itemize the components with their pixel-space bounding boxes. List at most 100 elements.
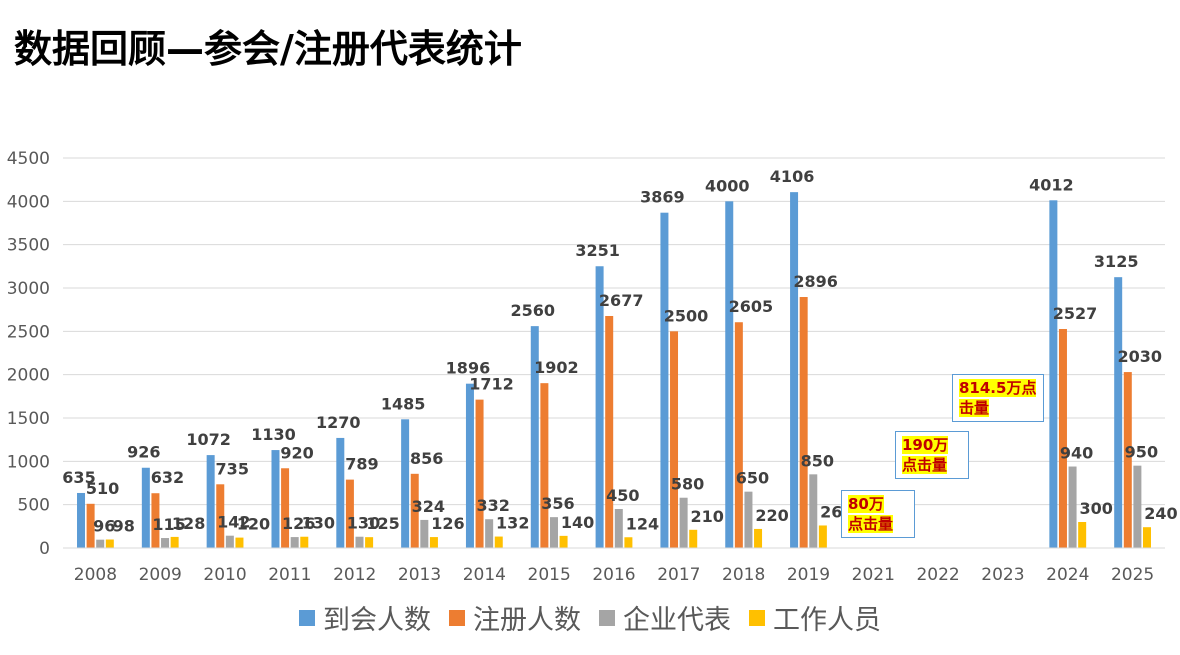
- bar: [336, 437, 345, 548]
- annotation-callout: 80万 点击量: [841, 490, 915, 538]
- bar: [401, 419, 410, 548]
- bar: [235, 537, 244, 548]
- bar: [809, 474, 818, 548]
- data-label: 98: [113, 517, 135, 536]
- data-label: 332: [476, 496, 509, 515]
- y-tick-label: 500: [18, 496, 50, 516]
- bar: [494, 536, 503, 548]
- data-label: 632: [151, 468, 184, 487]
- x-tick-label: 2013: [398, 565, 441, 585]
- legend-label: 工作人员: [773, 605, 881, 636]
- data-label: 4000: [705, 176, 750, 195]
- x-tick-label: 2021: [852, 565, 895, 585]
- data-label: 142: [217, 513, 250, 532]
- data-label: 2896: [793, 272, 838, 291]
- data-label: 1712: [469, 375, 514, 394]
- bar: [614, 509, 623, 548]
- bar: [744, 491, 753, 548]
- legend-label: 企业代表: [623, 605, 731, 636]
- data-label: 125: [366, 514, 399, 533]
- data-label: 130: [347, 514, 380, 533]
- data-label: 850: [801, 451, 834, 470]
- bar: [559, 535, 568, 548]
- data-label: 356: [541, 494, 574, 513]
- bar: [290, 537, 299, 548]
- x-tick-label: 2019: [787, 565, 830, 585]
- bar: [365, 537, 374, 548]
- x-tick-label: 2017: [657, 565, 700, 585]
- annotation-callout: 190万点击量: [895, 431, 969, 479]
- data-label: 856: [410, 449, 443, 468]
- bar: [206, 455, 215, 548]
- bar: [141, 467, 150, 548]
- bar: [77, 492, 86, 548]
- data-label: 1902: [534, 358, 579, 377]
- data-label: 650: [736, 469, 769, 488]
- bar: [679, 497, 688, 548]
- data-label: 4106: [770, 167, 815, 186]
- bar-chart: 0 500 1000 1500 2000 2500 3000 3500 4000 4500 2008…: [7, 149, 1178, 585]
- x-tick-label: 2018: [722, 565, 765, 585]
- data-label: 1130: [251, 425, 296, 444]
- data-label: 2677: [599, 291, 644, 310]
- bar: [225, 535, 234, 548]
- data-label: 140: [561, 513, 594, 532]
- x-tick-label: 2015: [528, 565, 571, 585]
- annotation-text: 80万: [848, 495, 884, 513]
- data-label: 2030: [1118, 347, 1163, 366]
- bar: [475, 399, 484, 548]
- page-title: 数据回顾—参会/注册代表统计: [14, 27, 522, 71]
- x-tick-label: 2016: [592, 565, 635, 585]
- annotation-text: 点击量: [902, 456, 948, 474]
- y-tick-label: 1000: [7, 452, 50, 472]
- data-label: 210: [691, 507, 724, 526]
- bar: [1133, 465, 1142, 548]
- bar: [670, 331, 679, 548]
- bar: [595, 266, 604, 548]
- bar: [754, 528, 763, 548]
- bar: [105, 539, 114, 548]
- data-label: 635: [62, 468, 95, 487]
- bar: [540, 383, 549, 548]
- legend-item: 企业代表: [599, 598, 731, 637]
- annotation-text: 190万: [902, 436, 949, 454]
- annotation-text: 814.5万点: [959, 379, 1037, 397]
- bar: [549, 517, 558, 548]
- data-label: 120: [237, 515, 270, 534]
- bar: [624, 537, 633, 548]
- bar: [660, 212, 669, 549]
- legend-swatch: [299, 609, 315, 626]
- bar: [799, 297, 808, 548]
- bar: [725, 201, 734, 549]
- y-tick-label: 2000: [7, 366, 50, 386]
- data-label: 240: [1144, 504, 1177, 523]
- x-tick-label: 2022: [916, 565, 959, 585]
- data-label: 2560: [511, 301, 556, 320]
- bar: [1068, 466, 1077, 548]
- legend-item: 注册人数: [449, 598, 581, 637]
- bar: [1114, 277, 1123, 548]
- x-tick-label: 2009: [139, 565, 182, 585]
- bar: [1058, 328, 1067, 548]
- bar: [530, 326, 539, 548]
- data-label: 940: [1060, 444, 1093, 463]
- data-label: 580: [671, 475, 704, 494]
- bar: [161, 538, 170, 548]
- x-tick-label: 2023: [981, 565, 1024, 585]
- chart-legend: 到会人数 注册人数 企业代表 工作人员: [0, 598, 1180, 637]
- y-tick-label: 3500: [7, 236, 50, 256]
- x-tick-label: 2012: [333, 565, 376, 585]
- bar: [790, 192, 799, 548]
- bar: [1078, 522, 1087, 548]
- legend-item: 到会人数: [299, 598, 431, 637]
- bar: [170, 536, 179, 548]
- data-label: 950: [1125, 443, 1158, 462]
- data-label: 96: [93, 517, 115, 536]
- data-label: 2605: [729, 297, 774, 316]
- data-label: 789: [345, 455, 378, 474]
- bar: [345, 479, 354, 548]
- y-tick-label: 2500: [7, 322, 50, 342]
- data-label: 115: [152, 515, 185, 534]
- data-label: 3251: [575, 241, 620, 260]
- data-label: 1896: [446, 359, 491, 378]
